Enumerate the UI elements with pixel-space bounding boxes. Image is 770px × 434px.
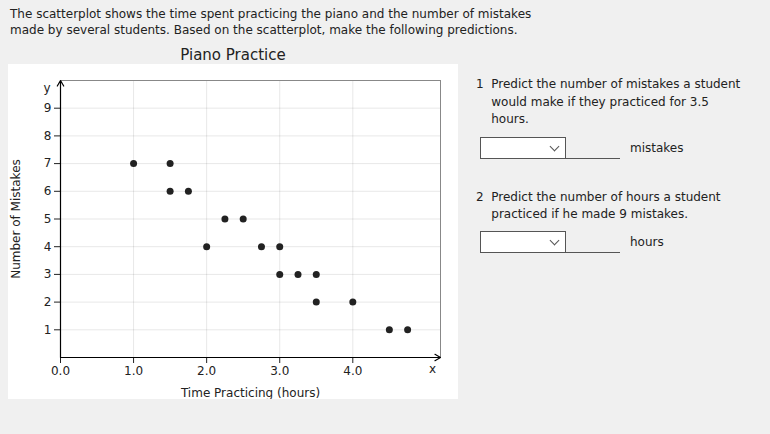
svg-text:y: y — [43, 82, 50, 96]
svg-text:4.0: 4.0 — [343, 364, 362, 378]
html-text:2 Predict the number of hours: 2 Predict the number of hours a student … — [476, 189, 721, 221]
svg-text:3: 3 — [44, 268, 52, 282]
html-text:Piano Practice: Piano Practice — [180, 46, 286, 65]
html-text:The scatterplot shows the time: The scatterplot shows the time spent pra… — [10, 7, 532, 38]
svg-text:3.0: 3.0 — [270, 364, 289, 378]
svg-text:4: 4 — [44, 240, 52, 254]
svg-text:5: 5 — [44, 212, 52, 226]
svg-text:0.0: 0.0 — [51, 364, 70, 378]
svg-text:8: 8 — [44, 129, 52, 143]
svg-text:x: x — [429, 363, 436, 377]
html-text:hours: hours — [630, 235, 664, 250]
svg-text:1.0: 1.0 — [124, 364, 143, 378]
svg-text:7: 7 — [44, 157, 52, 171]
svg-text:1: 1 — [44, 323, 52, 337]
svg-text:6: 6 — [44, 185, 52, 199]
html-text:1 Predict the number of mistak: 1 Predict the number of mistakes a stude… — [476, 77, 741, 127]
svg-text:9: 9 — [44, 101, 52, 115]
svg-text:2: 2 — [44, 295, 52, 309]
html-text:mistakes: mistakes — [630, 140, 684, 155]
svg-text:Time Practicing (hours): Time Practicing (hours) — [180, 386, 320, 400]
svg-text:2.0: 2.0 — [197, 364, 216, 378]
svg-text:Number of Mistakes: Number of Mistakes — [9, 160, 23, 280]
